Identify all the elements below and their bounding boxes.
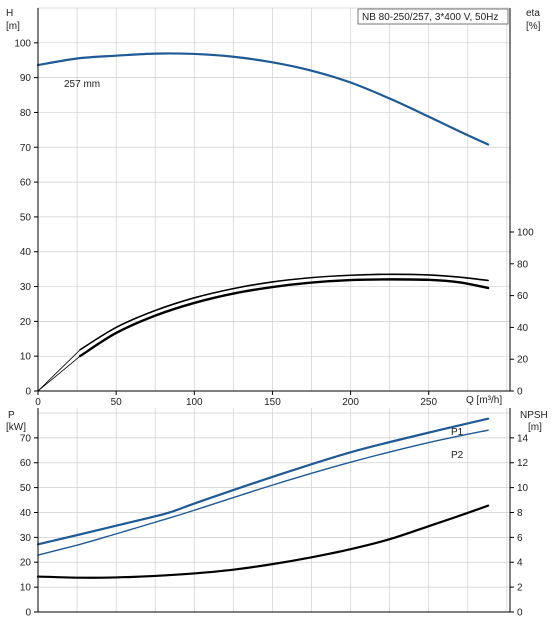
right-tick-label: 14 — [517, 433, 529, 444]
left-tick-label: 50 — [20, 212, 32, 223]
series-label-p2: P2 — [451, 450, 464, 461]
left-tick-label: 70 — [20, 433, 32, 444]
series-label-p1: P1 — [451, 427, 464, 438]
right-tick-label: 4 — [517, 558, 523, 569]
right-tick-label: 100 — [517, 228, 534, 239]
x-tick-label: 150 — [264, 397, 281, 408]
x-axis-label: Q [m³/h] — [466, 395, 502, 406]
left-tick-label: 60 — [20, 178, 32, 189]
bottom-right-axis-label: NPSH — [520, 410, 548, 421]
right-tick-label: 80 — [517, 259, 529, 270]
x-tick-label: 250 — [420, 397, 437, 408]
left-tick-label: 30 — [20, 282, 32, 293]
left-tick-label: 40 — [20, 508, 32, 519]
right-tick-label: 40 — [517, 323, 529, 334]
left-tick-label: 10 — [20, 583, 32, 594]
chart-title-box: NB 80-250/257, 3*400 V, 50Hz — [357, 8, 509, 25]
right-tick-label: 20 — [517, 355, 529, 366]
x-tick-label: 0 — [35, 397, 41, 408]
left-tick-label: 40 — [20, 247, 32, 258]
bottom-left-axis-label: P — [8, 410, 15, 421]
left-tick-label: 90 — [20, 73, 32, 84]
x-tick-label: 50 — [111, 397, 123, 408]
curve-layer — [36, 52, 490, 579]
left-tick-label: 20 — [20, 558, 32, 569]
top-series-0-line — [36, 52, 490, 146]
left-tick-label: 20 — [20, 317, 32, 328]
left-tick-label: 60 — [20, 458, 32, 469]
right-tick-label: 2 — [517, 583, 523, 594]
bottom-series-2-line — [36, 504, 490, 579]
top-left-axis-unit: [m] — [6, 21, 20, 32]
left-tick-label: 30 — [20, 533, 32, 544]
right-tick-label: 6 — [517, 533, 523, 544]
left-tick-label: 80 — [20, 108, 32, 119]
left-tick-label: 0 — [25, 608, 31, 619]
bottom-left-axis-unit: [kW] — [6, 422, 26, 433]
x-tick-label: 100 — [186, 397, 203, 408]
top-series-2-line — [79, 278, 490, 358]
top-left-axis-label: H — [6, 8, 13, 19]
top-series-4-line — [37, 355, 81, 392]
bottom-series-0-line — [36, 417, 490, 546]
left-tick-label: 50 — [20, 483, 32, 494]
bottom-right-axis-unit: [m] — [528, 422, 542, 433]
top-series-1-line — [79, 273, 489, 351]
left-tick-label: 0 — [25, 387, 31, 398]
right-tick-label: 60 — [517, 291, 529, 302]
top-right-axis-label: eta — [526, 8, 540, 19]
left-tick-label: 100 — [14, 38, 31, 49]
x-tick-label: 200 — [342, 397, 359, 408]
series-label-257mm: 257 mm — [64, 79, 100, 90]
grid-layer — [38, 7, 510, 612]
right-tick-label: 8 — [517, 508, 523, 519]
bottom-series-1-line — [37, 429, 489, 556]
top-right-axis-unit: [%] — [526, 21, 541, 32]
left-tick-label: 10 — [20, 352, 32, 363]
right-tick-label: 10 — [517, 483, 529, 494]
right-tick-label: 0 — [517, 387, 523, 398]
right-tick-label: 0 — [517, 608, 523, 619]
left-tick-label: 70 — [20, 143, 32, 154]
right-tick-label: 12 — [517, 458, 529, 469]
chart-title: NB 80-250/257, 3*400 V, 50Hz — [362, 12, 498, 23]
